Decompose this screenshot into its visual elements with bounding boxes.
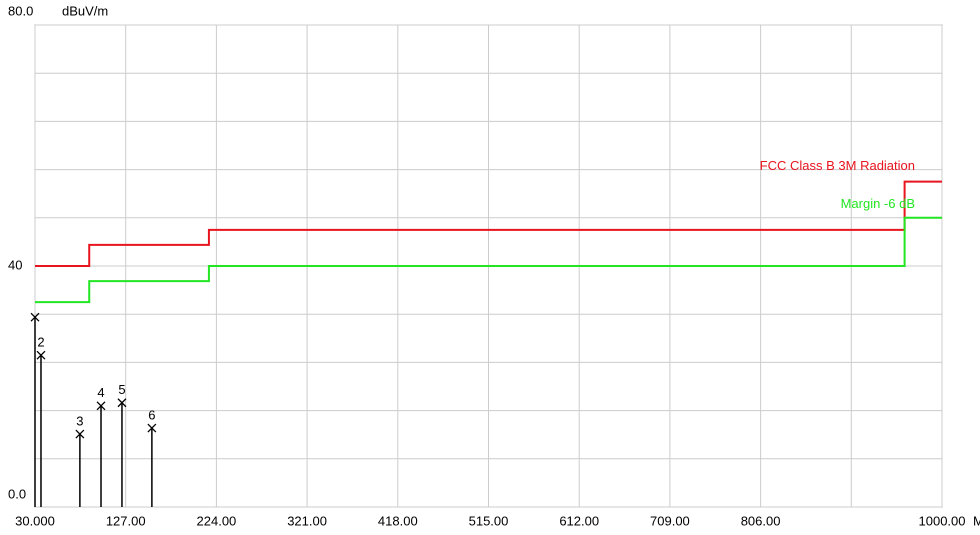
x-tick-label: 418.00: [378, 513, 418, 528]
marker-cross: [75, 429, 85, 439]
legend-label: Margin -6 dB: [841, 196, 915, 211]
x-tick-label: 806.00: [741, 513, 781, 528]
x-unit: MHz: [973, 513, 980, 528]
marker-label: 2: [37, 335, 44, 350]
x-tick-label: 321.00: [287, 513, 327, 528]
marker-label: 5: [118, 382, 125, 397]
y-tick-label: 80.0: [8, 3, 33, 18]
limit-line: [35, 180, 942, 267]
x-tick-label: 224.00: [197, 513, 237, 528]
marker-label: 3: [76, 414, 83, 429]
marker-cross: [36, 350, 46, 360]
marker-cross: [96, 401, 106, 411]
x-tick-label: 127.00: [106, 513, 146, 528]
marker-cross: [147, 423, 157, 433]
x-tick-label: 709.00: [650, 513, 690, 528]
y-tick-label: 40: [8, 257, 22, 272]
legend-label: FCC Class B 3M Radiation: [760, 158, 915, 173]
marker-cross: [117, 398, 127, 408]
y-tick-label: 0.0: [8, 486, 26, 501]
marker-label: 6: [148, 408, 155, 423]
y-unit: dBuV/m: [62, 3, 108, 18]
x-tick-label: 1000.00: [919, 513, 966, 528]
marker-cross: [30, 312, 40, 322]
x-tick-label: 30.000: [15, 513, 55, 528]
limit-line: [35, 216, 942, 304]
x-tick-label: 515.00: [469, 513, 509, 528]
marker-label: 4: [97, 385, 104, 400]
x-tick-label: 612.00: [559, 513, 599, 528]
